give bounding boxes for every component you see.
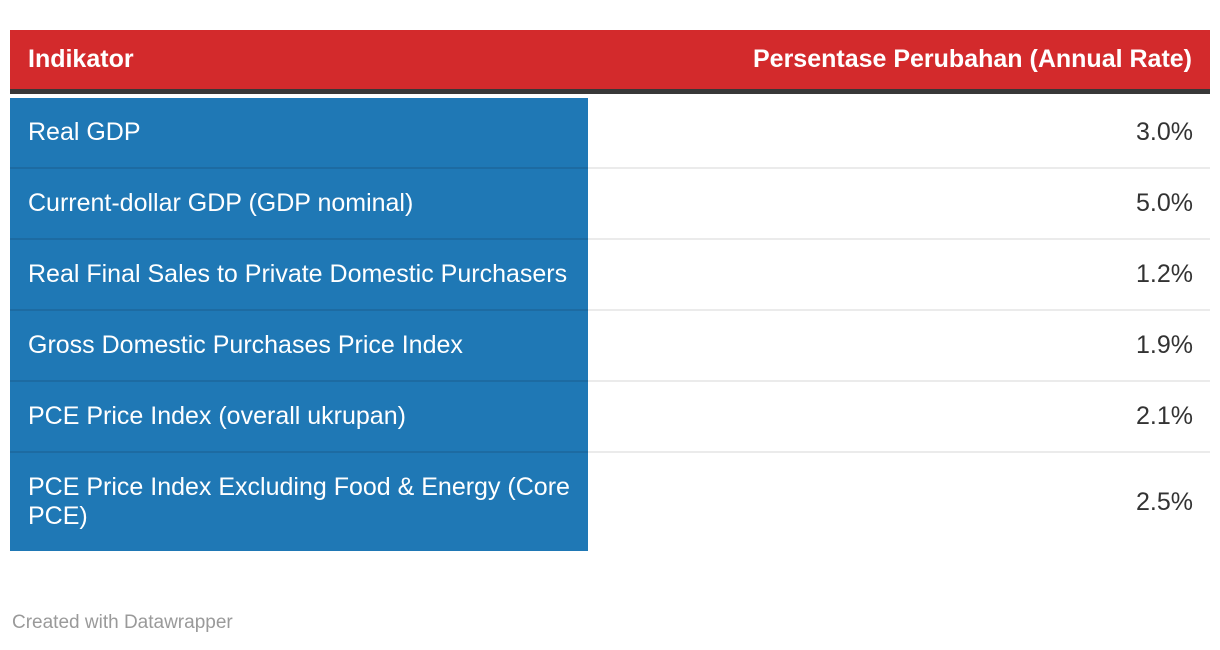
value-cell: 1.2% [588,238,1210,309]
value-cell: 2.5% [588,451,1210,551]
value-cell: 3.0% [588,98,1210,167]
table-row: Real Final Sales to Private Domestic Pur… [10,238,1210,309]
indicator-cell: PCE Price Index Excluding Food & Energy … [10,451,588,551]
table-row: PCE Price Index Excluding Food & Energy … [10,451,1210,551]
indicator-cell: Current-dollar GDP (GDP nominal) [10,167,588,238]
indicator-cell: PCE Price Index (overall ukrupan) [10,380,588,451]
column-header-value: Persentase Perubahan (Annual Rate) [752,45,1192,73]
table-body: Real GDP 3.0% Current-dollar GDP (GDP no… [10,98,1210,551]
indicator-cell: Gross Domestic Purchases Price Index [10,309,588,380]
table-header-row: Indikator Persentase Perubahan (Annual R… [10,30,1210,94]
indicator-table: Indikator Persentase Perubahan (Annual R… [10,30,1210,551]
table-row: PCE Price Index (overall ukrupan) 2.1% [10,380,1210,451]
value-cell: 1.9% [588,309,1210,380]
table-row: Gross Domestic Purchases Price Index 1.9… [10,309,1210,380]
indicator-cell: Real GDP [10,98,588,167]
datawrapper-credit: Created with Datawrapper [12,612,233,633]
value-cell: 2.1% [588,380,1210,451]
table-row: Current-dollar GDP (GDP nominal) 5.0% [10,167,1210,238]
value-cell: 5.0% [588,167,1210,238]
indicator-cell: Real Final Sales to Private Domestic Pur… [10,238,588,309]
column-header-indicator: Indikator [28,45,134,73]
table-row: Real GDP 3.0% [10,98,1210,167]
